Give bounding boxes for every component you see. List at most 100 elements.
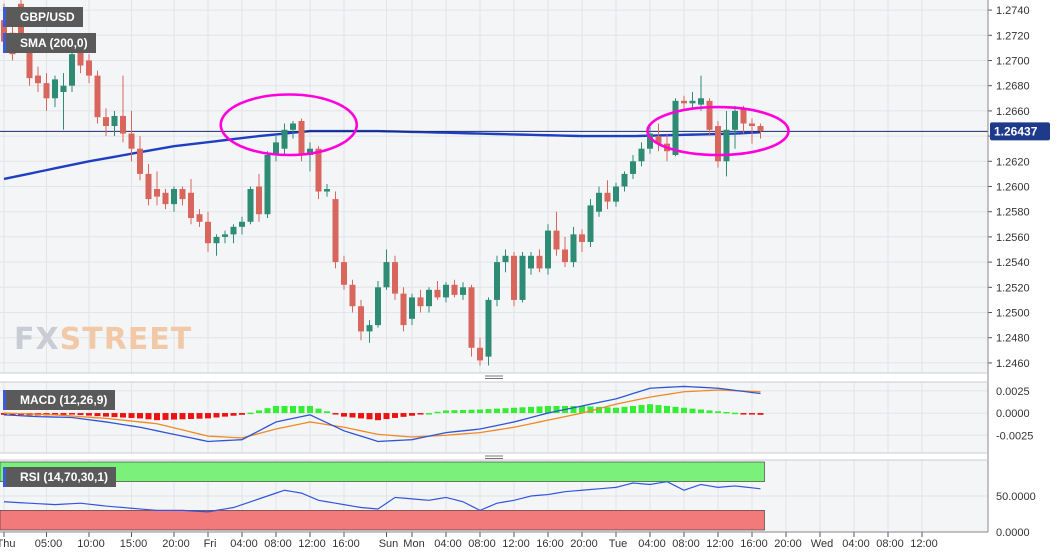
price-tick-label: 1.2480 — [996, 333, 1030, 345]
rsi-line — [3, 480, 761, 513]
histogram-bar-pos — [273, 405, 279, 414]
histogram-bar-neg — [162, 413, 169, 420]
time-tick-label: 04:00 — [638, 538, 666, 550]
candle-bull — [426, 289, 432, 307]
histogram-bar-neg — [757, 413, 764, 415]
histogram-bar-pos — [315, 408, 322, 414]
candle-bull — [409, 297, 415, 319]
histogram-bar-neg — [188, 413, 194, 419]
rsi-tick-label: 0.0000 — [996, 527, 1030, 539]
candle-bull — [281, 129, 288, 149]
histogram-bar-pos — [604, 407, 611, 414]
time-tick-label: 16:00 — [740, 538, 768, 550]
histogram-bar-pos — [264, 408, 271, 414]
time-tick-label: 04:00 — [434, 538, 462, 550]
candle-bear — [179, 189, 186, 200]
time-tick-label: Mon — [403, 538, 424, 550]
time-tick-label: 04:00 — [230, 538, 258, 550]
candle-bear — [1, 20, 7, 42]
histogram-bar-pos — [553, 405, 560, 414]
histogram-bar-pos — [638, 405, 645, 414]
candle-bull — [638, 148, 645, 162]
candle-bear — [562, 249, 568, 263]
histogram-bar-pos — [596, 406, 602, 414]
candle-bull — [111, 115, 118, 127]
candle-bear — [358, 306, 364, 332]
candle-bear — [655, 136, 662, 144]
candle-bull — [494, 262, 500, 300]
candle-bull — [460, 287, 466, 295]
price-tick-label: 1.2500 — [996, 308, 1030, 320]
histogram-bar-pos — [647, 404, 653, 414]
symbol-label[interactable]: GBP/USD — [3, 7, 83, 27]
histogram-bar-neg — [749, 413, 755, 415]
macd-label[interactable]: MACD (12,26,9) — [3, 390, 116, 410]
candle-bear — [77, 50, 84, 66]
histogram-bar-neg — [137, 413, 143, 419]
candle-bull — [375, 287, 381, 326]
candle-bear — [332, 199, 339, 263]
histogram-bar-pos — [502, 408, 509, 414]
time-tick-label: 20:00 — [570, 538, 598, 550]
histogram-bar-neg — [103, 413, 109, 417]
current-price-tag — [990, 122, 1050, 141]
candle-bear — [154, 189, 160, 197]
candle-bear — [196, 214, 203, 222]
histogram-bar-neg — [222, 413, 228, 417]
candle-bear — [553, 230, 560, 250]
candle-bull — [230, 226, 237, 235]
candle-bull — [732, 110, 738, 130]
candle-bear — [706, 100, 713, 130]
histogram-bar-pos — [528, 406, 534, 414]
candle-bear — [400, 293, 407, 326]
candle-bull — [698, 98, 704, 105]
price-tick-label: 1.2560 — [996, 232, 1030, 244]
histogram-bar-pos — [443, 410, 449, 414]
sma-label[interactable]: SMA (200,0) — [3, 33, 96, 53]
axes: Thu 05:00 10:00 15:00 20:00 Fri 04:00 08:00 12:0… — [0, 0, 1050, 550]
highlight-ellipse — [646, 105, 790, 157]
histogram-bar-neg — [9, 413, 16, 415]
candle-bear — [468, 287, 475, 348]
time-tick-label: 08:00 — [468, 538, 496, 550]
histogram-bar-pos — [290, 405, 296, 414]
candle-bull — [383, 262, 390, 288]
candle-bull — [545, 230, 551, 269]
rsi-tick-label: 50.0000 — [996, 491, 1036, 503]
histogram-bar-neg — [392, 413, 398, 418]
histogram-bar-pos — [698, 409, 704, 414]
histogram-bar-neg — [213, 413, 220, 418]
time-tick-label: 20:00 — [774, 538, 802, 550]
candle-bear — [298, 120, 305, 155]
histogram-bar-neg — [145, 413, 152, 420]
price-tick-label: 1.2460 — [996, 358, 1030, 370]
candle-bull — [689, 100, 696, 104]
histogram-bar-pos — [460, 409, 466, 414]
histogram-bar-neg — [52, 413, 58, 416]
histogram-bar-pos — [579, 405, 585, 414]
watermark: FXSTREET — [14, 322, 192, 357]
histogram-bar-pos — [307, 405, 313, 414]
candle-bull — [613, 186, 619, 202]
time-tick-label: Wed — [811, 538, 833, 550]
candle-bull — [171, 189, 177, 205]
histogram-bar-neg — [86, 413, 92, 416]
candle-bull — [519, 255, 526, 300]
histogram-bar-pos — [451, 410, 458, 414]
current-price-label: 1.26437 — [994, 124, 1038, 138]
time-tick-label: Sun — [379, 538, 399, 550]
histogram-bar-pos — [706, 410, 713, 414]
grid-layer — [0, 0, 988, 533]
rsi-label[interactable]: RSI (14,70,30,1) — [3, 467, 117, 487]
histogram-bar-neg — [417, 413, 424, 415]
candle-bear — [604, 192, 611, 202]
rsi-oversold-band — [0, 510, 765, 531]
candle-bear — [417, 297, 424, 307]
macd-tick-label: 0.0025 — [996, 386, 1030, 398]
rsi-overbought-band — [0, 461, 765, 482]
histogram-bar-pos — [247, 412, 254, 415]
histogram-bar-pos — [545, 405, 551, 414]
histogram-bar-neg — [230, 413, 237, 416]
candle-bear — [740, 108, 747, 124]
